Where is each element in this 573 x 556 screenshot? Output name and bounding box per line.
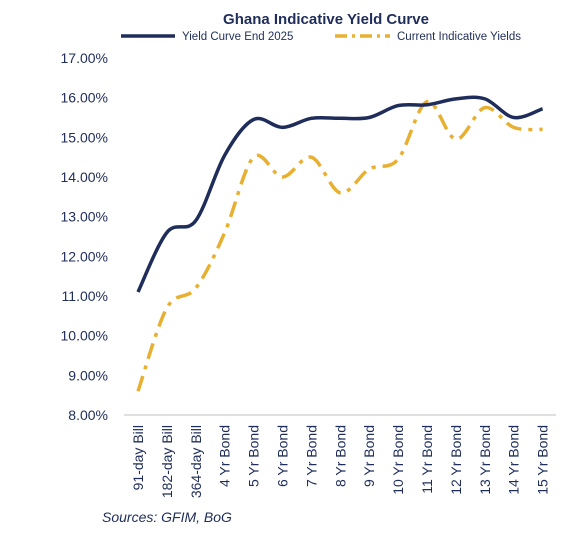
y-tick-label: 11.00% bbox=[62, 288, 108, 304]
data-point-yield-curve-end-2025 bbox=[252, 118, 256, 122]
data-point-current-indicative-yields bbox=[367, 167, 371, 171]
series-line-yield-curve-end-2025 bbox=[136, 95, 544, 293]
series-layer bbox=[136, 95, 545, 393]
x-tick-label: 7 Yr Bond bbox=[303, 425, 319, 487]
x-axis: 91-day Bill 182-day Bill 364-day Bill 4 Yr … bbox=[124, 414, 556, 498]
data-point-current-indicative-yields bbox=[194, 286, 198, 290]
data-point-current-indicative-yields bbox=[338, 191, 342, 195]
x-tick-label: 10 Yr Bond bbox=[390, 425, 406, 495]
x-tick-label: 12 Yr Bond bbox=[448, 425, 464, 495]
y-tick-label: 13.00% bbox=[61, 209, 108, 225]
data-point-yield-curve-end-2025 bbox=[165, 231, 169, 235]
x-tick-label: 13 Yr Bond bbox=[477, 425, 493, 495]
data-point-current-indicative-yields bbox=[281, 175, 285, 179]
data-point-current-indicative-yields bbox=[483, 106, 487, 110]
legend: Yield Curve End 2025 Current Indicative … bbox=[121, 31, 521, 43]
y-tick-label: 10.00% bbox=[61, 328, 108, 344]
y-axis: 8.00% 9.00% 10.00% 11.00% 12.00% 13.00% 14.00%… bbox=[61, 50, 108, 423]
x-tick-label: 15 Yr Bond bbox=[535, 425, 551, 495]
series-line-current-indicative-yields bbox=[136, 99, 543, 392]
x-tick-label: 4 Yr Bond bbox=[217, 425, 233, 487]
legend-label-yield-curve-end-2025: Yield Curve End 2025 bbox=[182, 31, 293, 43]
x-tick-label: 14 Yr Bond bbox=[506, 425, 522, 495]
data-point-yield-curve-end-2025 bbox=[309, 116, 313, 120]
data-point-current-indicative-yields bbox=[136, 389, 140, 393]
y-tick-label: 8.00% bbox=[68, 407, 108, 423]
data-point-yield-curve-end-2025 bbox=[281, 125, 285, 129]
data-point-yield-curve-end-2025 bbox=[396, 104, 400, 108]
x-tick-label: 6 Yr Bond bbox=[275, 425, 291, 487]
data-point-current-indicative-yields bbox=[165, 306, 169, 310]
data-point-current-indicative-yields bbox=[309, 155, 313, 159]
data-point-current-indicative-yields bbox=[512, 125, 516, 129]
data-point-yield-curve-end-2025 bbox=[223, 153, 227, 157]
x-tick-label: 8 Yr Bond bbox=[332, 425, 348, 487]
data-point-yield-curve-end-2025 bbox=[541, 107, 545, 111]
x-tick-label: 182-day Bill bbox=[159, 425, 175, 498]
data-point-yield-curve-end-2025 bbox=[483, 97, 487, 101]
data-point-yield-curve-end-2025 bbox=[454, 97, 458, 101]
data-point-yield-curve-end-2025 bbox=[338, 116, 342, 120]
x-tick-label: 364-day Bill bbox=[188, 425, 204, 498]
y-tick-label: 9.00% bbox=[68, 367, 108, 383]
data-point-yield-curve-end-2025 bbox=[194, 219, 198, 223]
data-point-current-indicative-yields bbox=[541, 127, 545, 131]
data-point-yield-curve-end-2025 bbox=[512, 116, 516, 120]
y-tick-label: 12.00% bbox=[61, 248, 108, 264]
y-tick-label: 17.00% bbox=[61, 50, 108, 66]
data-point-current-indicative-yields bbox=[252, 155, 256, 159]
y-tick-label: 14.00% bbox=[61, 169, 108, 185]
x-tick-label: 11 Yr Bond bbox=[419, 425, 435, 494]
source-note: Sources: GFIM, BoG bbox=[102, 509, 232, 525]
chart-title: Ghana Indicative Yield Curve bbox=[223, 11, 429, 28]
data-point-current-indicative-yields bbox=[454, 137, 458, 141]
data-point-yield-curve-end-2025 bbox=[136, 290, 140, 294]
data-point-yield-curve-end-2025 bbox=[367, 116, 371, 120]
legend-label-current-indicative-yields: Current Indicative Yields bbox=[397, 31, 521, 43]
y-tick-label: 15.00% bbox=[61, 129, 108, 145]
data-point-current-indicative-yields bbox=[396, 157, 400, 161]
y-tick-label: 16.00% bbox=[61, 90, 108, 106]
data-point-yield-curve-end-2025 bbox=[425, 103, 429, 107]
x-tick-label: 91-day Bill bbox=[130, 425, 146, 490]
x-tick-label: 5 Yr Bond bbox=[246, 425, 262, 487]
x-tick-label: 9 Yr Bond bbox=[361, 425, 377, 487]
data-point-current-indicative-yields bbox=[223, 231, 227, 235]
